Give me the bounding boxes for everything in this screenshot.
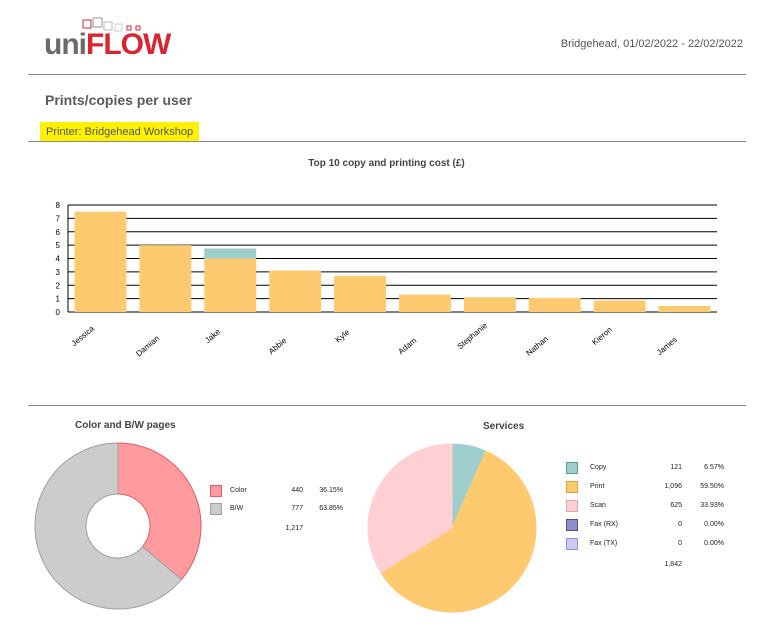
logo-squares-icon (82, 17, 141, 32)
legend-percent: 0.00% (704, 540, 724, 547)
x-tick-label: Nathan (524, 334, 550, 357)
legend-percent: 6.57% (704, 464, 724, 471)
x-tick-label: Kyle (334, 327, 352, 344)
legend-value: 0 (678, 540, 682, 547)
y-tick-label: 4 (56, 255, 61, 264)
bar (658, 305, 711, 312)
legend-swatch (566, 500, 578, 512)
bar-chart-title: Top 10 copy and printing cost (£) (308, 158, 465, 169)
bar (139, 245, 192, 312)
legend-label: Fax (RX) (590, 521, 618, 528)
x-tick-label: James (655, 335, 679, 357)
x-tick-label: Jake (203, 327, 222, 345)
bar (334, 275, 387, 312)
x-tick-label: Abbie (267, 336, 289, 356)
bar (74, 211, 127, 312)
color-bw-donut-chart (34, 442, 202, 610)
pie-slice (117, 442, 202, 581)
legend-percent: 59.50% (700, 483, 724, 490)
bar (593, 300, 646, 312)
legend-label: B/W (230, 505, 244, 512)
charts-divider (28, 405, 746, 406)
legend-label: Color (230, 487, 247, 494)
uniflow-logo: uniFLOW (44, 17, 171, 62)
header-divider (28, 74, 746, 75)
bar (269, 270, 322, 312)
x-tick-label: Adam (396, 336, 418, 357)
legend-value: 1,096 (664, 483, 682, 490)
y-tick-label: 5 (56, 241, 61, 250)
printer-label: Printer: Bridgehead Workshop (40, 122, 200, 142)
legend-value: 0 (678, 521, 682, 528)
legend-swatch (566, 519, 578, 531)
legend-value: 121 (670, 464, 682, 471)
x-tick-label: Jessica (70, 324, 97, 348)
logo-flow-text: FLOW (86, 28, 171, 61)
y-tick-label: 2 (56, 281, 61, 290)
legend-total: 1,842 (664, 561, 682, 568)
legend-swatch (210, 485, 222, 497)
legend-swatch (210, 503, 222, 515)
y-tick-label: 1 (56, 295, 61, 304)
x-tick-label: Stephanie (456, 321, 490, 351)
legend-percent: 63.85% (319, 505, 343, 512)
services-legend: Copy 121 6.57% Print 1,096 59.50% Scan 625 33.93… (566, 462, 746, 572)
x-tick-label: Kieron (590, 325, 613, 347)
legend-total: 1,217 (285, 525, 303, 532)
color-bw-chart-title: Color and B/W pages (75, 420, 176, 431)
legend-label: Copy (590, 464, 607, 471)
services-pie-chart (367, 443, 537, 613)
y-tick-label: 8 (56, 201, 61, 210)
pie-slice (34, 442, 183, 610)
legend-swatch (566, 481, 578, 493)
report-title: Prints/copies per user (45, 92, 193, 108)
legend-value: 440 (291, 487, 303, 494)
site-date-range: Bridgehead, 01/02/2022 - 22/02/2022 (560, 38, 743, 50)
y-tick-label: 6 (56, 228, 61, 237)
y-tick-label: 0 (56, 308, 61, 317)
bar (528, 297, 581, 312)
y-tick-label: 3 (56, 268, 61, 277)
legend-value: 777 (291, 505, 303, 512)
section-divider (28, 141, 746, 142)
legend-label: Fax (TX) (590, 540, 618, 547)
legend-label: Scan (590, 502, 606, 509)
bar (398, 294, 451, 312)
legend-swatch (566, 462, 578, 474)
pie-slice (367, 443, 453, 574)
pie-slice (380, 450, 537, 613)
services-chart-title: Services (483, 421, 525, 432)
logo-uni-text: uni (44, 28, 87, 61)
bar-chart: 0 1 2 3 4 5 6 7 8 Jessica Damian Jake Abbie Kyle Adam S… (56, 201, 717, 359)
bar (204, 248, 257, 259)
legend-percent: 33.93% (700, 502, 724, 509)
color-bw-legend: Color 440 36.15% B/W 777 63.85% 1,217 (210, 485, 360, 545)
x-tick-label: Damian (134, 334, 161, 359)
legend-percent: 36.15% (319, 487, 343, 494)
legend-percent: 0.00% (704, 521, 724, 528)
bar (463, 297, 516, 312)
legend-value: 625 (670, 502, 682, 509)
legend-label: Print (590, 483, 605, 490)
legend-swatch (566, 538, 578, 550)
y-tick-label: 7 (56, 214, 61, 223)
bar (204, 258, 257, 312)
